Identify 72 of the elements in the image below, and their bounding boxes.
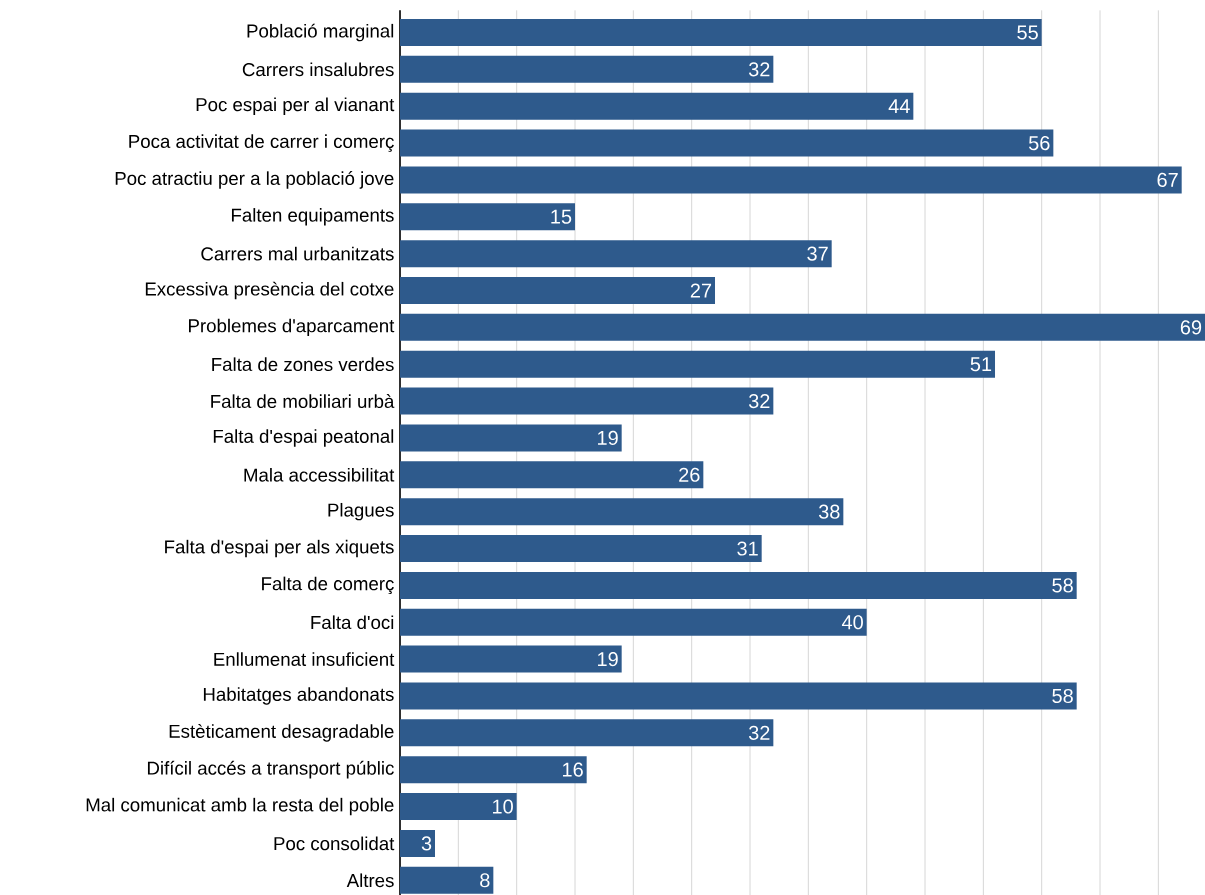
y-tick-label: Excessiva presència del cotxe bbox=[145, 281, 394, 300]
y-tick-label: Enllumenat insuficient bbox=[214, 652, 395, 666]
y-tick-label: Població marginal bbox=[247, 23, 394, 42]
bar bbox=[400, 166, 1182, 194]
bar bbox=[400, 92, 914, 120]
bar bbox=[400, 461, 704, 489]
data-label: 19 bbox=[598, 652, 618, 667]
data-label: 19 bbox=[598, 430, 618, 446]
data-label: 69 bbox=[1180, 320, 1202, 335]
data-label: 44 bbox=[888, 99, 910, 114]
bar bbox=[400, 277, 716, 304]
data-label: 31 bbox=[737, 541, 758, 556]
bar bbox=[400, 535, 762, 563]
bar bbox=[400, 645, 622, 673]
data-label: 58 bbox=[1052, 578, 1073, 593]
bar bbox=[400, 829, 435, 857]
data-label: 3 bbox=[421, 836, 432, 851]
data-label: 37 bbox=[807, 246, 828, 261]
y-tick-label: Altres bbox=[346, 873, 394, 888]
data-label: 56 bbox=[1028, 135, 1050, 151]
bar bbox=[400, 866, 494, 894]
y-tick-label: Mal comunicat amb la resta del poble bbox=[86, 797, 394, 816]
bar bbox=[400, 682, 1077, 710]
data-label: 26 bbox=[679, 467, 700, 482]
y-tick-label: Habitatges abandonats bbox=[203, 687, 394, 705]
data-label: 32 bbox=[748, 394, 770, 409]
bar bbox=[400, 756, 587, 784]
y-tick-label: Falta d'espai peatonal bbox=[213, 429, 394, 447]
bar bbox=[400, 55, 774, 83]
y-tick-label: Falten equipaments bbox=[231, 208, 394, 226]
y-tick-label: Falta d'oci bbox=[311, 615, 394, 630]
data-label: 51 bbox=[970, 357, 992, 372]
y-tick-label: Estèticament desagradable bbox=[169, 724, 394, 742]
data-label: 10 bbox=[493, 799, 513, 814]
data-label: 38 bbox=[818, 504, 840, 519]
y-tick-label: Problemes d'aparcament bbox=[189, 318, 395, 337]
y-tick-label: Carrers mal urbanitzats bbox=[201, 246, 394, 261]
y-tick-label: Poc atractiu per a la població jove bbox=[115, 171, 394, 189]
bar bbox=[400, 129, 1054, 157]
y-tick-label: Falta d'espai per als xiquets bbox=[165, 539, 394, 558]
bar bbox=[400, 498, 844, 526]
bar bbox=[400, 719, 774, 747]
bar bbox=[400, 424, 622, 452]
bar bbox=[400, 350, 996, 378]
y-tick-label: Poca activitat de carrer i comerç bbox=[129, 134, 394, 152]
y-tick-label: Carrers insalubres bbox=[242, 62, 394, 77]
y-tick-label: Falta de mobiliari urbà bbox=[211, 394, 395, 409]
data-label: 58 bbox=[1052, 688, 1073, 704]
y-tick-label: Falta de zones verdes bbox=[212, 357, 394, 372]
data-label: 67 bbox=[1157, 172, 1178, 187]
data-label: 55 bbox=[1017, 25, 1038, 40]
bar bbox=[400, 313, 1205, 341]
data-label: 32 bbox=[748, 725, 770, 740]
y-tick-label: Falta de comerç bbox=[262, 576, 394, 595]
y-tick-label: Plagues bbox=[328, 502, 394, 521]
bar bbox=[400, 240, 832, 268]
data-label: 27 bbox=[690, 283, 712, 298]
data-label: 15 bbox=[551, 209, 572, 224]
y-tick-label: Mala accessibilitat bbox=[244, 467, 395, 482]
bar bbox=[400, 203, 575, 231]
data-label: 8 bbox=[480, 873, 490, 888]
y-tick-label: Poc espai per al vianant bbox=[196, 97, 395, 115]
bar bbox=[400, 793, 517, 821]
data-label: 40 bbox=[841, 615, 863, 630]
y-tick-label: Poc consolidat bbox=[274, 836, 395, 851]
y-tick-label: Difícil accés a transport públic bbox=[147, 760, 394, 779]
bar bbox=[400, 571, 1077, 599]
data-label: 16 bbox=[563, 762, 583, 777]
bar bbox=[400, 608, 867, 636]
bar bbox=[400, 18, 1042, 46]
data-label: 32 bbox=[748, 62, 770, 77]
bar bbox=[400, 387, 774, 415]
